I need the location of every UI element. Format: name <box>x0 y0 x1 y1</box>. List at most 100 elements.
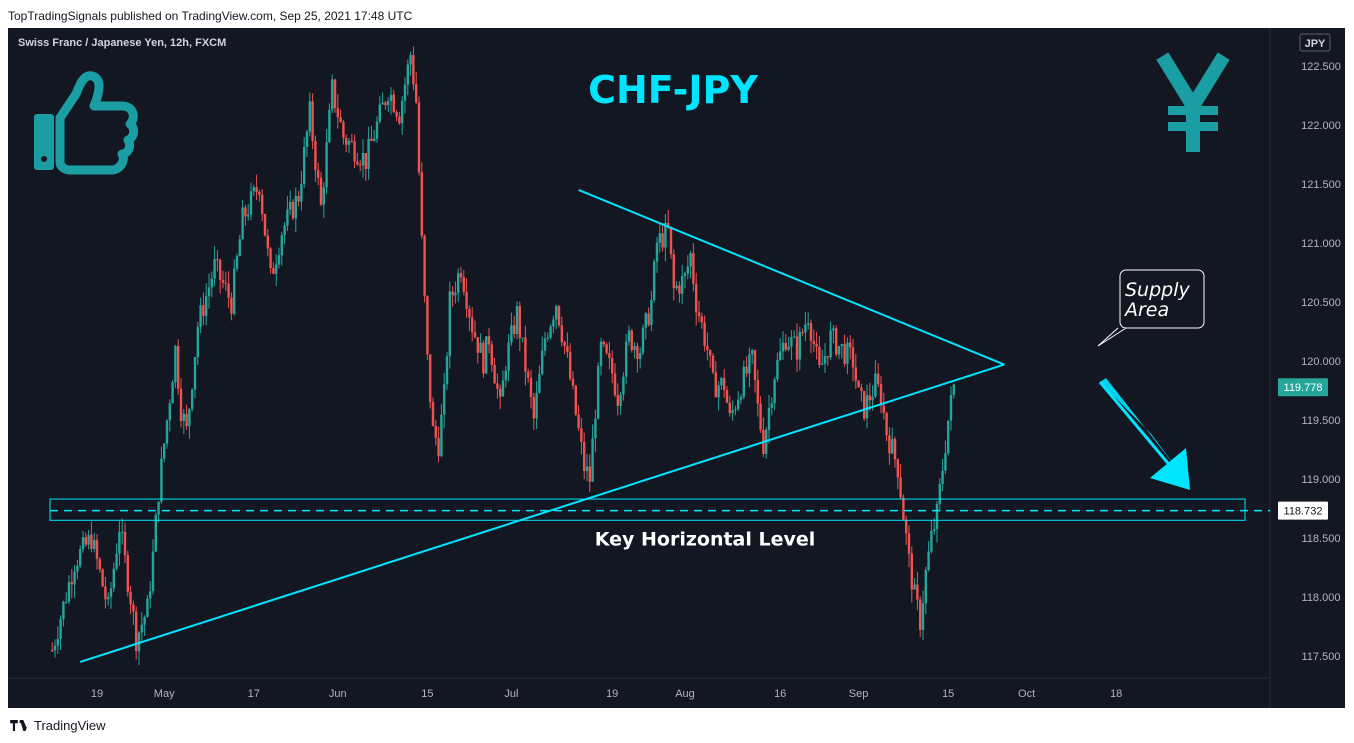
candle-body <box>891 438 894 454</box>
candle-body <box>745 366 748 374</box>
candle-body <box>146 598 149 617</box>
candle-body <box>322 187 325 205</box>
candle-body <box>336 108 339 118</box>
chart-panel[interactable]: 122.500 122.000 121.500 121.000 120.500 120.0… <box>8 28 1345 708</box>
chart-title: CHF-JPY <box>588 68 758 112</box>
candle-body <box>546 337 549 339</box>
candle-body <box>275 264 278 274</box>
candle-body <box>277 255 281 265</box>
y-tick-label: 120.500 <box>1301 297 1341 309</box>
candle-body <box>695 283 698 313</box>
candle-body <box>62 601 65 620</box>
candle-body <box>202 305 205 316</box>
candle-body <box>454 292 457 296</box>
candle-body <box>641 327 645 353</box>
candle-body <box>308 101 311 132</box>
candle-body <box>305 131 309 147</box>
candle-body <box>196 327 199 358</box>
candle-body <box>300 183 303 202</box>
candle-body <box>129 591 132 605</box>
candle-body <box>893 438 897 460</box>
candle-body <box>947 420 950 454</box>
candle-body <box>781 342 785 352</box>
candle-body <box>756 380 759 404</box>
downtrend-line <box>578 188 1005 366</box>
candle-body <box>333 79 337 109</box>
candle-body <box>653 261 656 300</box>
candle-body <box>473 332 477 338</box>
candle-body <box>252 187 255 192</box>
x-tick-label: Aug <box>675 688 695 700</box>
candle-body <box>801 331 804 333</box>
candle-body <box>835 328 838 355</box>
candle-body <box>938 483 941 504</box>
candle-body <box>619 394 622 406</box>
candle-body <box>409 55 412 65</box>
candle-body <box>644 313 647 328</box>
candle-body <box>317 170 320 178</box>
candle-body <box>728 402 731 414</box>
candle-body <box>448 291 451 357</box>
candle-body <box>608 353 611 358</box>
candle-body <box>291 201 295 219</box>
key-level-label: Key Horizontal Level <box>595 528 816 550</box>
candle-body <box>319 177 323 205</box>
candle-body <box>863 390 866 419</box>
candle-body <box>515 306 519 335</box>
candle-body <box>613 373 617 396</box>
candle-body <box>375 121 379 139</box>
candle-body <box>793 336 796 338</box>
key-level-box <box>49 498 1246 521</box>
candle-body <box>538 373 541 393</box>
candle-body <box>227 283 230 298</box>
candle-body <box>219 259 222 280</box>
candle-body <box>759 403 762 430</box>
candle-body <box>532 397 535 419</box>
candle-body <box>303 146 306 184</box>
candle-body <box>689 253 692 267</box>
candle-body <box>126 555 129 592</box>
candle-body <box>924 570 927 604</box>
y-tick-label: 121.500 <box>1301 179 1341 191</box>
candle-body <box>524 337 527 372</box>
candle-body <box>417 102 421 173</box>
candle-body <box>843 344 846 364</box>
candle-body <box>888 435 891 454</box>
candle-body <box>462 277 465 292</box>
candle-body <box>174 345 177 383</box>
candle-body <box>809 323 813 342</box>
candle-body <box>832 328 835 331</box>
candle-body <box>216 259 219 261</box>
candle-body <box>87 534 90 545</box>
candle-body <box>238 239 241 257</box>
candle-body <box>636 345 639 360</box>
candle-body <box>672 254 675 289</box>
candle-body <box>851 347 855 368</box>
candle-body <box>504 370 507 381</box>
candle-body <box>527 371 530 378</box>
candle-body <box>935 503 939 530</box>
supply-label-line1: Supply <box>1125 279 1191 301</box>
candle-body <box>434 425 437 438</box>
chart-svg[interactable]: 122.500 122.000 121.500 121.000 120.500 120.0… <box>8 28 1345 708</box>
candle-body <box>395 112 398 117</box>
tradingview-logo-icon <box>10 719 30 731</box>
candle-body <box>633 345 636 351</box>
candle-body <box>591 438 594 482</box>
y-tick-label: 121.000 <box>1301 238 1341 250</box>
supply-label-line2: Area <box>1123 299 1169 321</box>
candle-body <box>191 389 194 409</box>
candle-body <box>429 354 432 403</box>
candle-body <box>249 191 253 215</box>
candle-body <box>868 395 871 401</box>
candle-body <box>529 377 533 398</box>
candle-body <box>364 153 367 170</box>
footer: TradingView <box>10 715 106 735</box>
candle-body <box>605 344 608 354</box>
candle-body <box>345 137 348 145</box>
candle-body <box>664 222 667 248</box>
candle-body <box>647 313 650 325</box>
candle-body <box>210 278 213 288</box>
candle-body <box>854 367 857 381</box>
candle-body <box>798 331 801 360</box>
